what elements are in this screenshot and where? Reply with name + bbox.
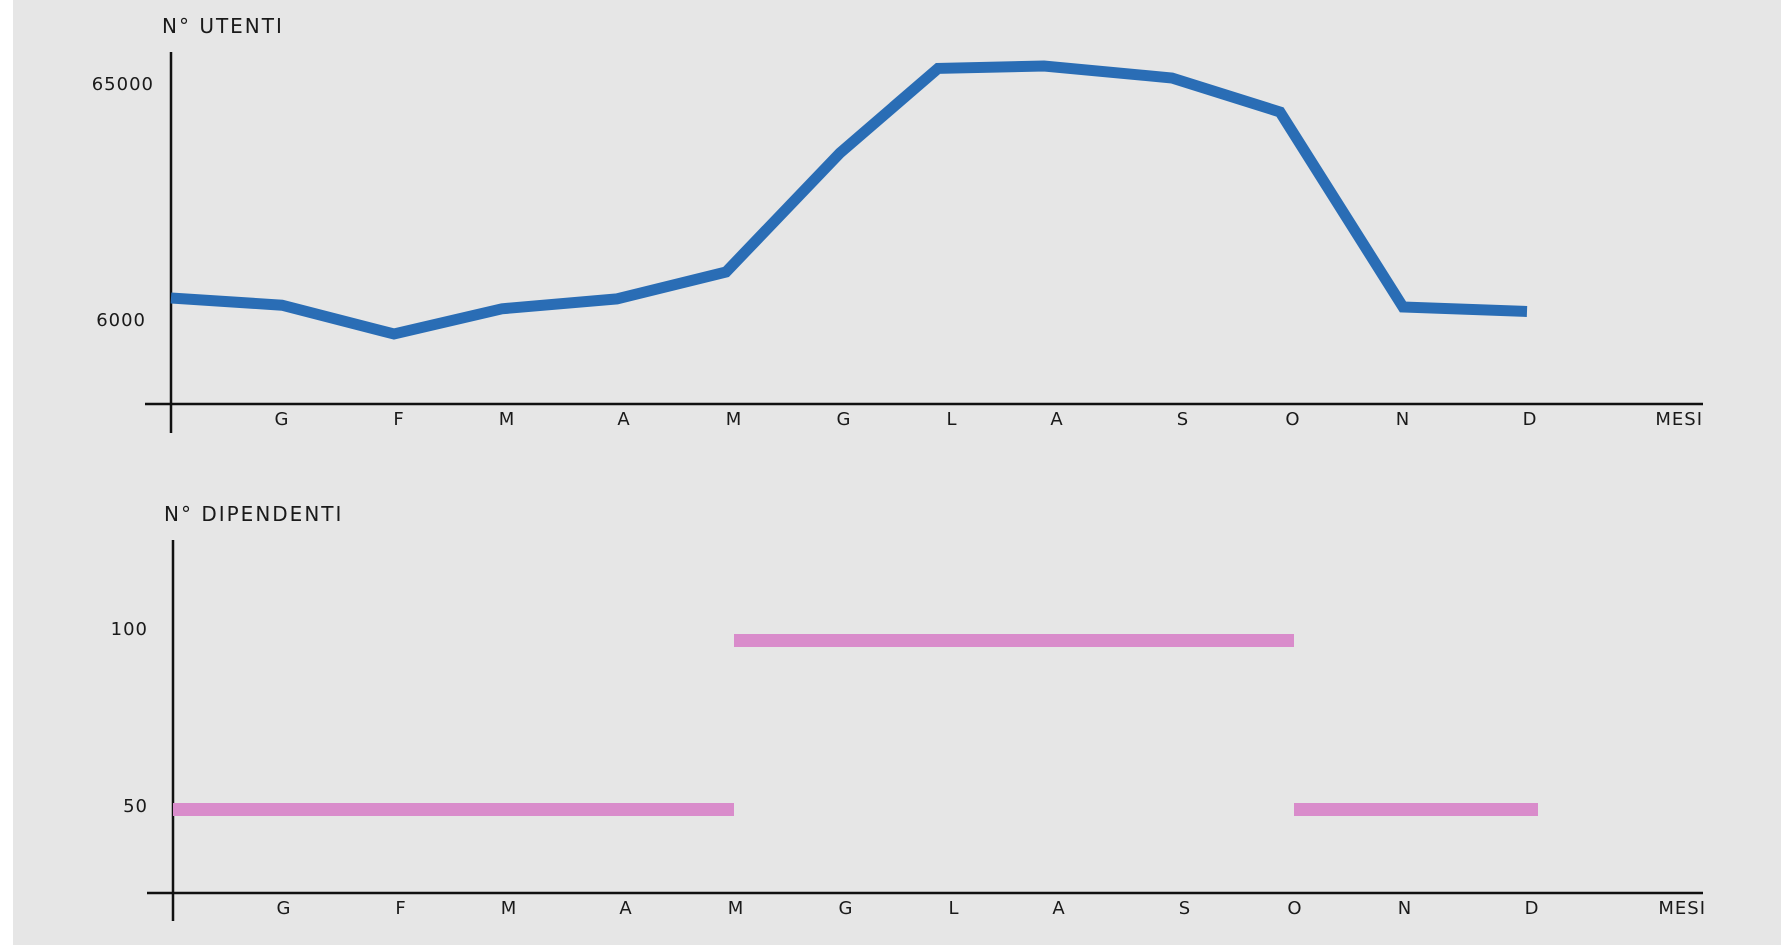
users-x-tick-label: D — [1523, 409, 1538, 430]
employees-x-tick-label: F — [395, 898, 406, 919]
users-x-tick-label: G — [275, 409, 290, 430]
employees-x-tick-label: A — [1052, 898, 1065, 919]
employees-y-axis-label: N° DIPENDENTI — [164, 502, 343, 526]
users-x-tick-label: N — [1396, 409, 1410, 430]
employees-y-tick-bottom: 50 — [123, 796, 148, 817]
employees-segments — [173, 634, 1538, 816]
users-x-tick-label: M — [499, 409, 516, 430]
users-x-tick-label: O — [1285, 409, 1300, 430]
employees-x-tick-label: D — [1525, 898, 1540, 919]
users-series-line — [170, 60, 1528, 340]
users-chart: N° UTENTI 65000 6000 G F M A M G L A S O N D MESI — [92, 14, 1703, 433]
employees-segment-3 — [1294, 803, 1538, 816]
users-x-tick-label: A — [617, 409, 630, 430]
users-x-tick-label: A — [1050, 409, 1063, 430]
users-x-tick-label: M — [726, 409, 743, 430]
employees-segment-2 — [734, 634, 1294, 647]
users-y-axis-label: N° UTENTI — [162, 14, 284, 38]
employees-x-tick-label: A — [619, 898, 632, 919]
employees-x-tick-label: G — [839, 898, 854, 919]
employees-x-tick-label: L — [948, 898, 959, 919]
employees-x-tick-label: N — [1398, 898, 1412, 919]
employees-x-tick-label: M — [501, 898, 518, 919]
users-y-tick-bottom: 6000 — [96, 310, 146, 331]
employees-x-tick-label: S — [1179, 898, 1191, 919]
users-x-tick-label: F — [393, 409, 404, 430]
employees-x-tick-label: O — [1287, 898, 1302, 919]
employees-chart: N° DIPENDENTI 100 50 G F M A M G L A S O N D MESI — [111, 502, 1706, 921]
employees-y-tick-top: 100 — [111, 619, 148, 640]
users-x-tick-label: G — [837, 409, 852, 430]
employees-x-tick-label: G — [277, 898, 292, 919]
employees-x-tick-label: M — [728, 898, 745, 919]
chart-background — [13, 0, 1781, 945]
users-x-tick-label: L — [946, 409, 957, 430]
users-x-tick-label: S — [1177, 409, 1189, 430]
users-x-axis-label: MESI — [1655, 409, 1703, 430]
employees-x-axis-label: MESI — [1658, 898, 1706, 919]
employees-segment-1 — [173, 803, 734, 816]
users-y-tick-top: 65000 — [92, 74, 154, 95]
